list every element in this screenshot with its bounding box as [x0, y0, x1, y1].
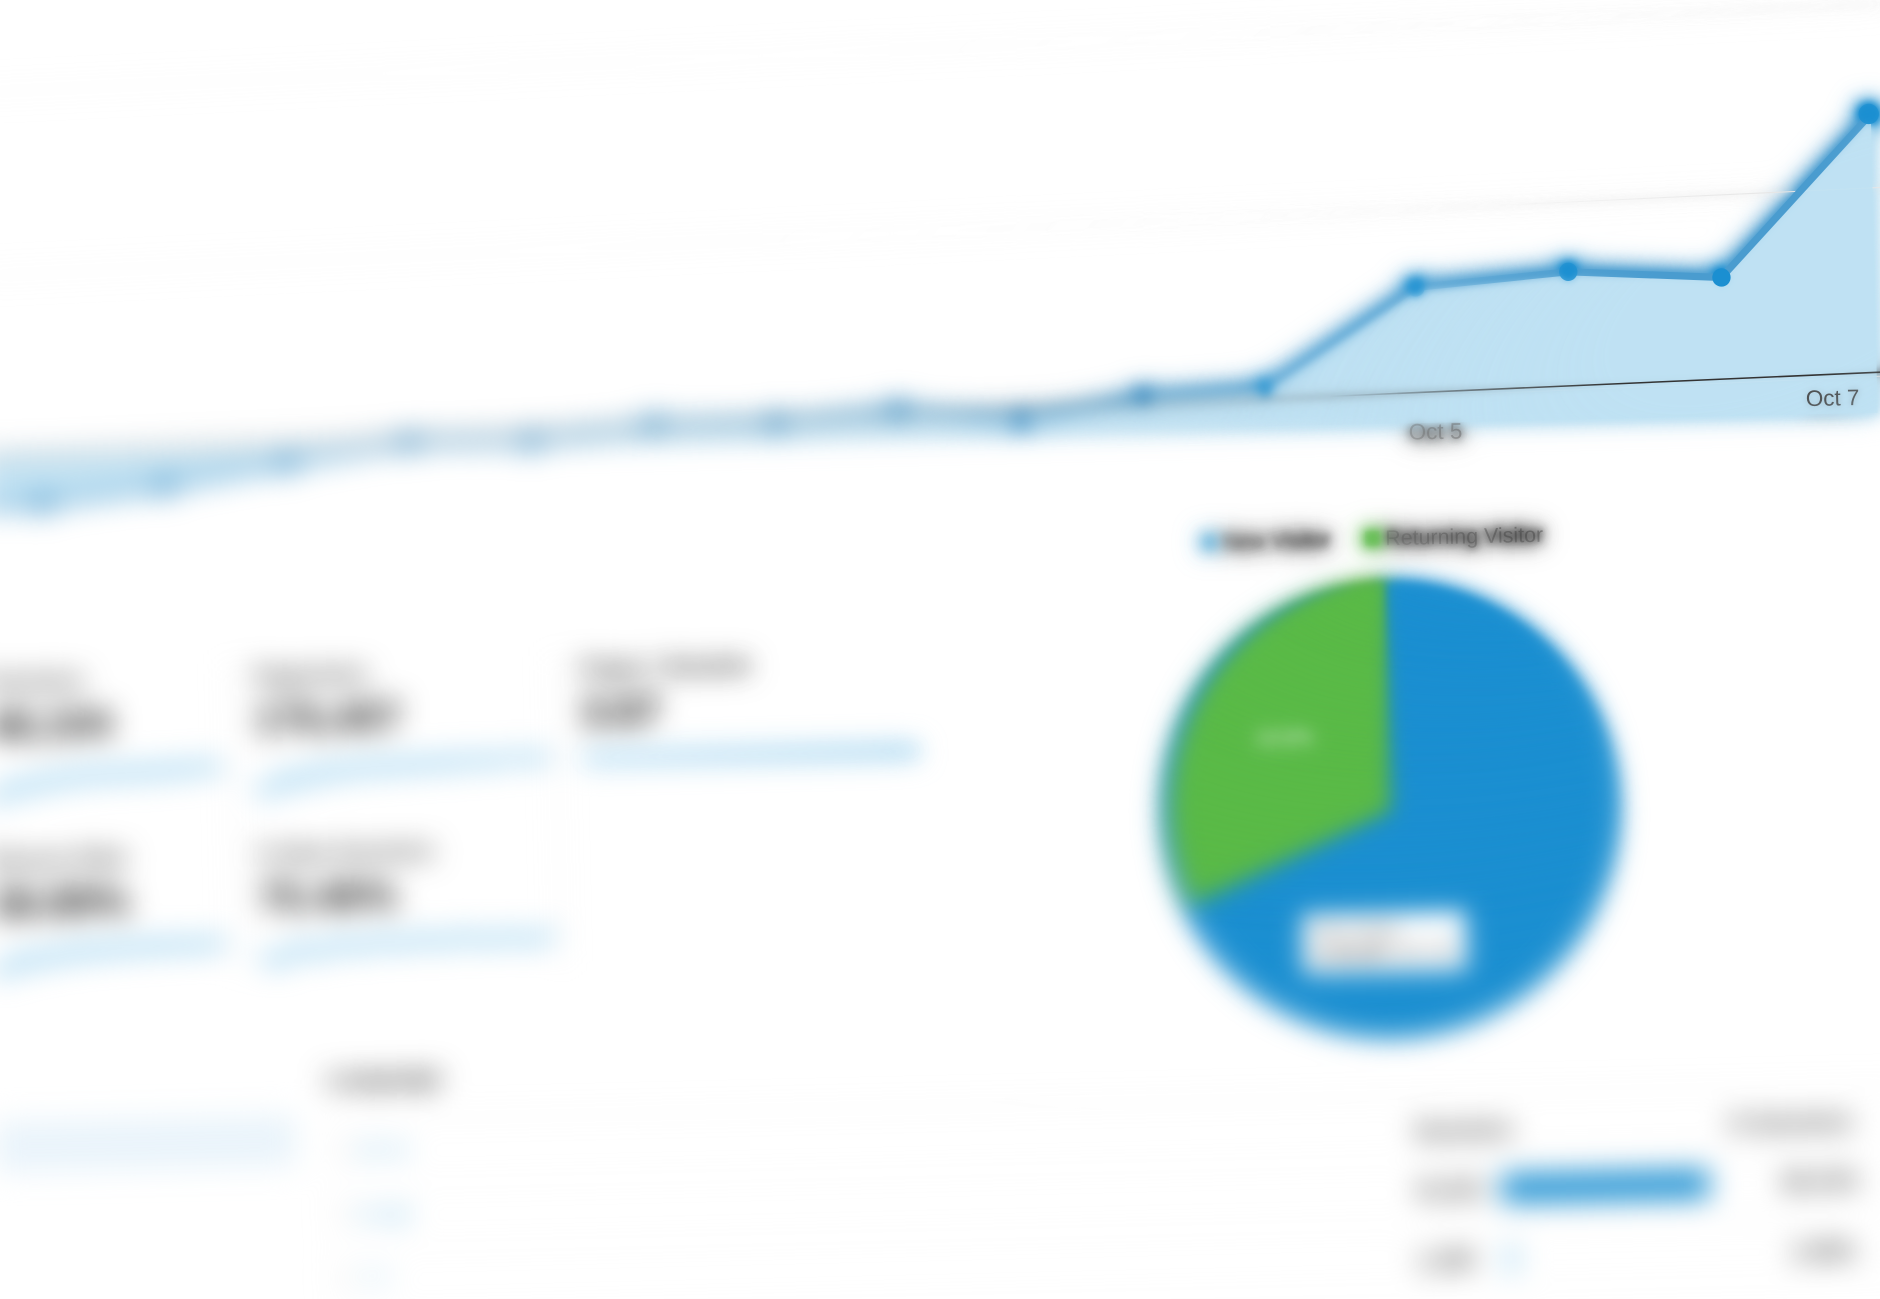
svg-text:Oct 7: Oct 7	[1806, 385, 1860, 411]
svg-text:Oct 4: Oct 4	[1070, 500, 1128, 521]
svg-text:Oct 5: Oct 5	[1408, 418, 1462, 444]
svg-text:Oct 3: Oct 3	[754, 512, 812, 521]
